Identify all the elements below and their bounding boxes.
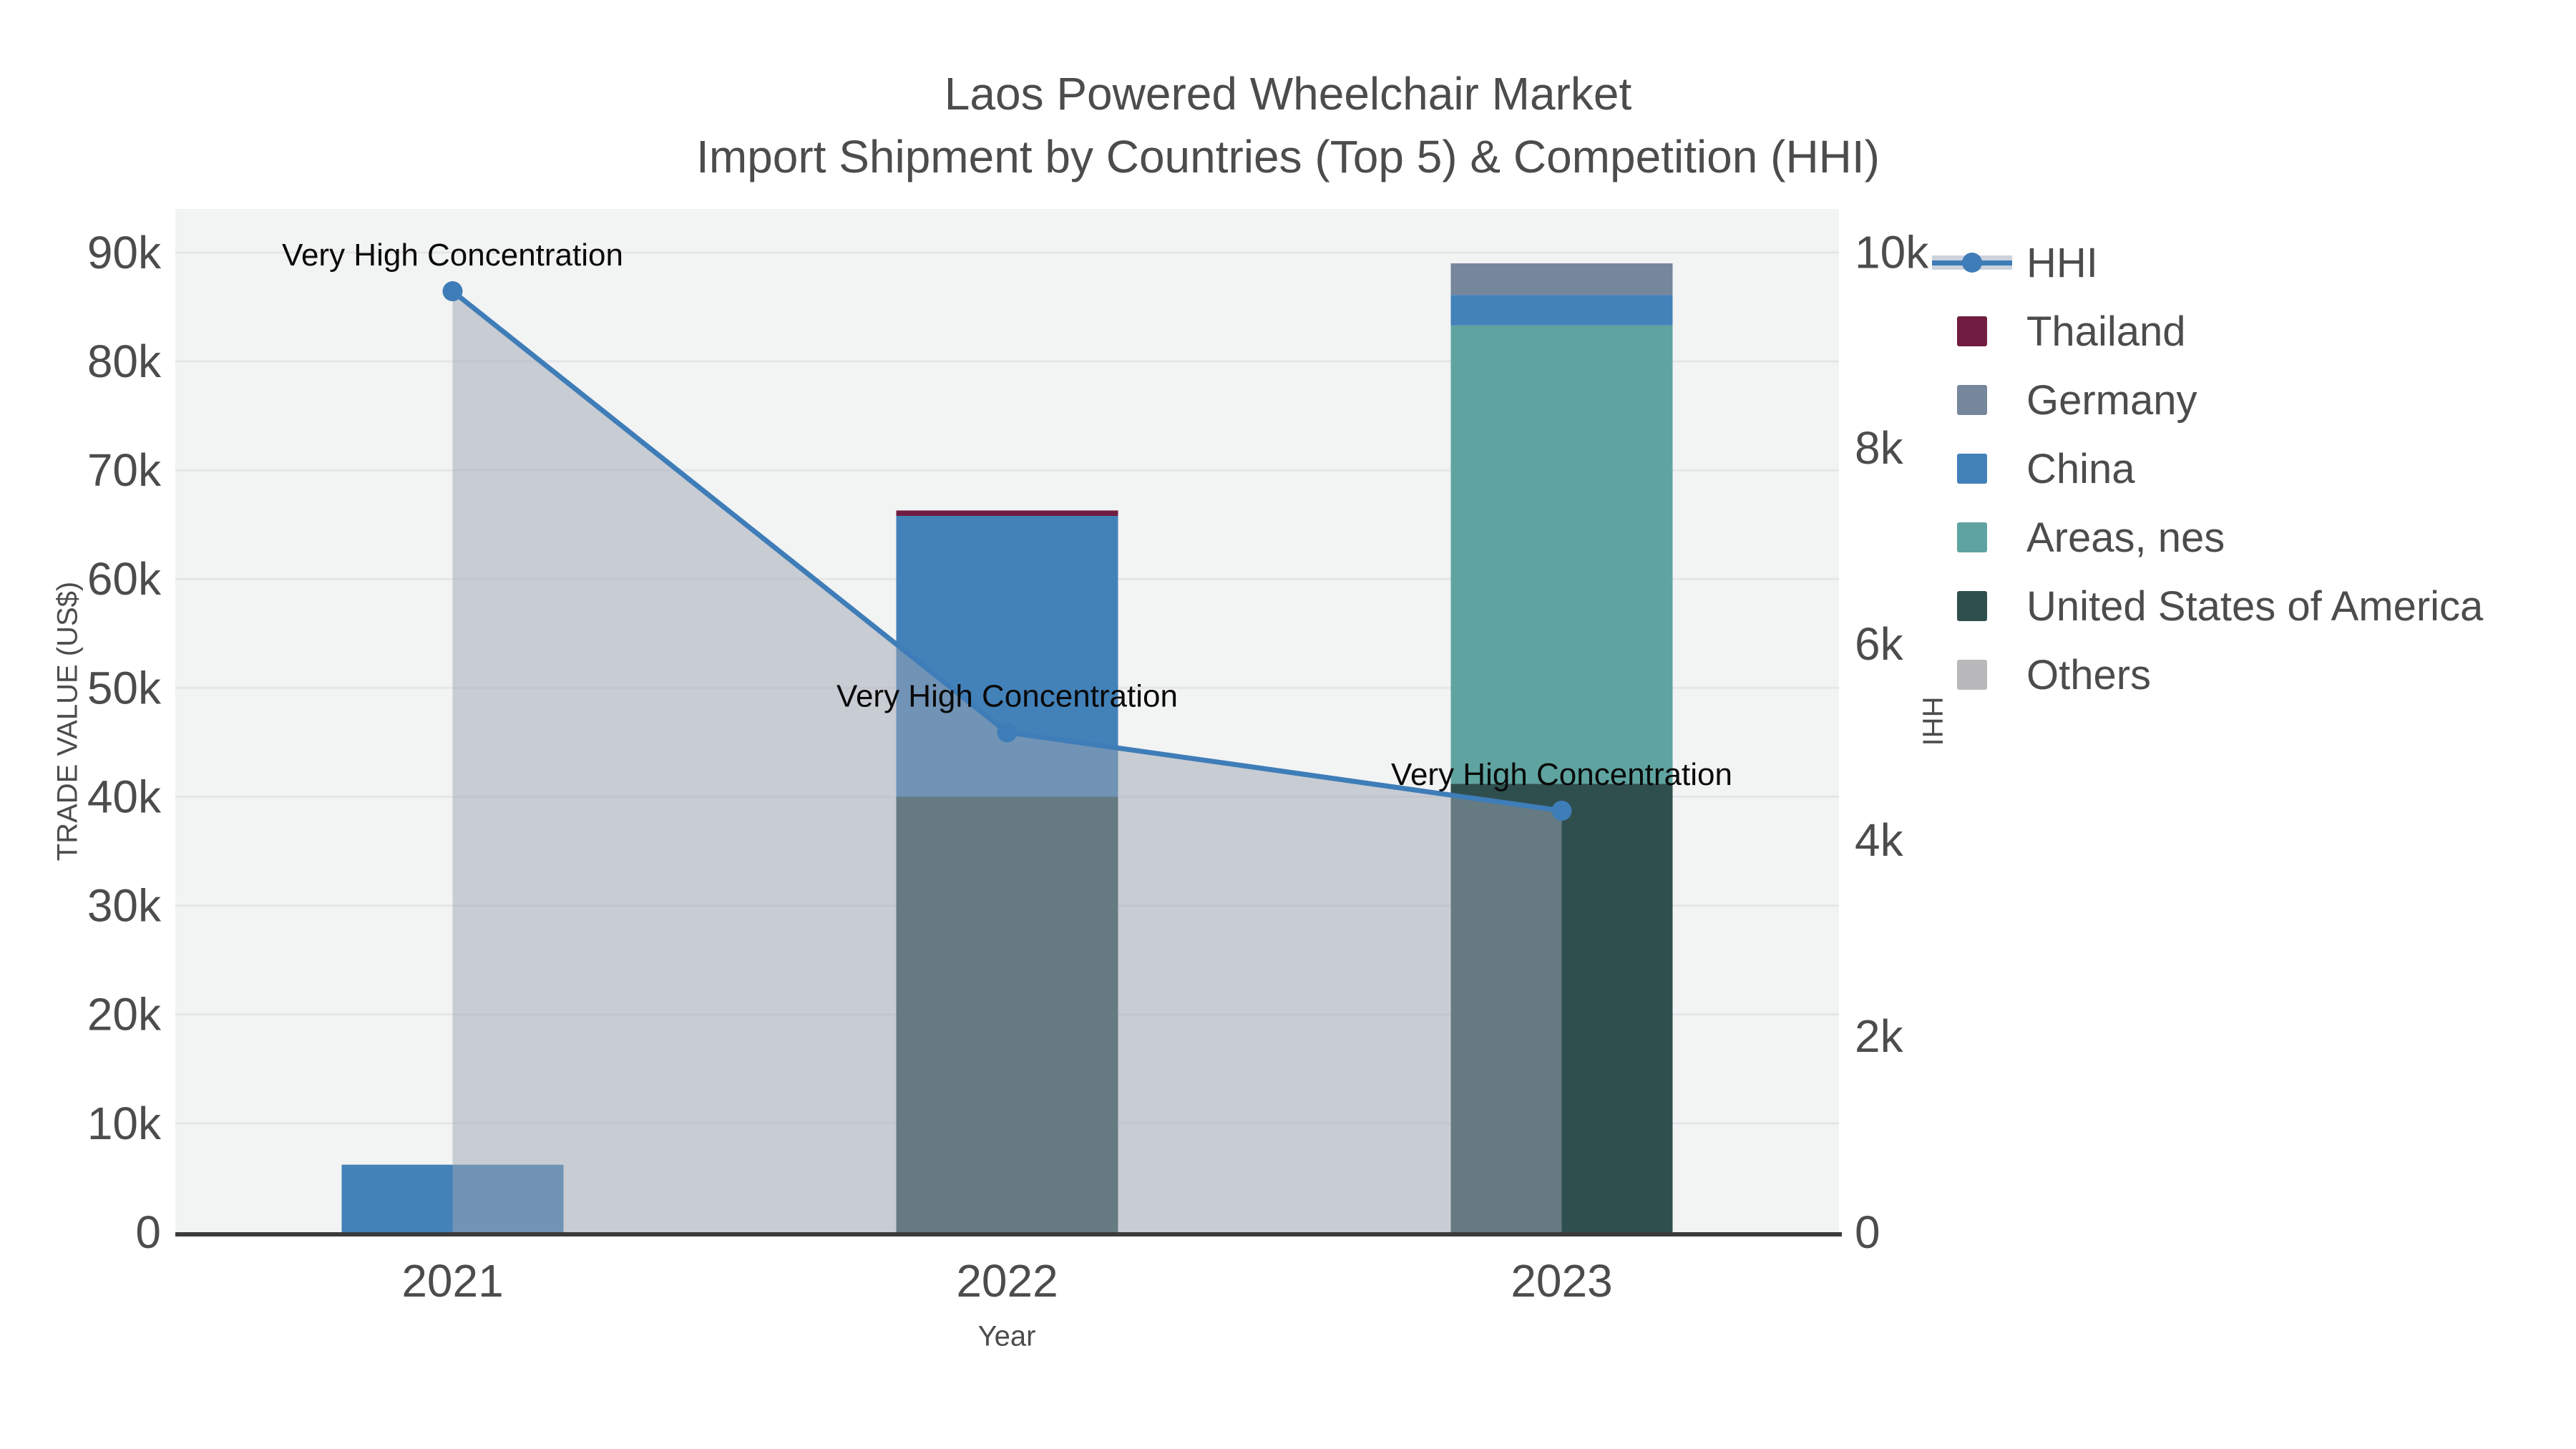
y-right-tick-label: 8k — [1855, 422, 1904, 474]
chart-title-line2: Import Shipment by Countries (Top 5) & C… — [696, 131, 1880, 182]
legend-item-label: Germany — [2026, 376, 2197, 424]
legend-swatch-icon — [1932, 384, 2012, 416]
hhi-marker — [997, 722, 1018, 743]
x-axis-title: Year — [977, 1320, 1036, 1352]
legend-item-label: Others — [2026, 651, 2152, 698]
legend-item-germany[interactable]: Germany — [1932, 366, 2483, 434]
legend-item-hhi[interactable]: HHI — [1932, 228, 2483, 297]
y-right-tick-label: 2k — [1855, 1010, 1904, 1062]
y-left-tick-label: 20k — [87, 989, 162, 1040]
y-right-tick-label: 0 — [1855, 1206, 1880, 1258]
legend: HHI Thailand Germany China Areas, nes United … — [1932, 228, 2483, 709]
y-left-tick-label: 40k — [87, 771, 162, 822]
legend-swatch-icon — [1932, 316, 2012, 347]
legend-item-label: HHI — [2026, 239, 2098, 286]
y-left-tick-label: 70k — [87, 444, 162, 496]
y-left-tick-label: 90k — [87, 227, 162, 278]
legend-item-united-states-of-america[interactable]: United States of America — [1932, 572, 2483, 640]
bar-segment-germany-2023 — [1450, 263, 1673, 296]
y-axis-left-title: TRADE VALUE (US$) — [52, 581, 84, 862]
y-left-tick-label: 10k — [87, 1098, 162, 1149]
x-tick-label: 2021 — [401, 1255, 503, 1307]
bar-segment-thailand-2022 — [896, 510, 1118, 516]
annotation: Very High Concentration — [282, 238, 623, 273]
bar-segment-china-2023 — [1450, 295, 1673, 326]
legend-item-others[interactable]: Others — [1932, 640, 2483, 709]
legend-swatch-icon — [1932, 659, 2012, 691]
legend-item-china[interactable]: China — [1932, 434, 2483, 503]
annotation: Very High Concentration — [1391, 757, 1732, 792]
hhi-line-legend-icon — [1932, 247, 2012, 278]
y-left-tick-label: 0 — [135, 1206, 161, 1258]
legend-swatch-icon — [1932, 453, 2012, 484]
legend-swatch-icon — [1932, 590, 2012, 622]
y-right-tick-label: 10k — [1855, 226, 1929, 278]
hhi-marker — [442, 281, 463, 302]
annotation: Very High Concentration — [836, 678, 1178, 713]
hhi-area-fill — [452, 291, 1562, 1232]
x-tick-label: 2022 — [956, 1255, 1058, 1307]
legend-item-label: China — [2026, 445, 2135, 492]
legend-item-label: United States of America — [2026, 582, 2484, 630]
y-right-tick-label: 6k — [1855, 618, 1904, 670]
y-left-tick-label: 80k — [87, 336, 162, 387]
legend-item-label: Areas, nes — [2026, 514, 2225, 561]
legend-item-thailand[interactable]: Thailand — [1932, 297, 2483, 366]
legend-item-label: Thailand — [2026, 308, 2186, 355]
y-left-tick-label: 50k — [87, 662, 162, 713]
y-left-tick-label: 30k — [87, 880, 162, 932]
chart-title-line1: Laos Powered Wheelchair Market — [944, 68, 1632, 119]
hhi-marker — [1551, 801, 1572, 821]
y-right-tick-label: 4k — [1855, 814, 1904, 866]
bar-segment-areas-nes-2023 — [1450, 325, 1673, 784]
legend-item-areas-nes[interactable]: Areas, nes — [1932, 503, 2483, 572]
x-tick-label: 2023 — [1511, 1255, 1612, 1307]
y-left-tick-label: 60k — [87, 553, 162, 605]
legend-swatch-icon — [1932, 522, 2012, 553]
